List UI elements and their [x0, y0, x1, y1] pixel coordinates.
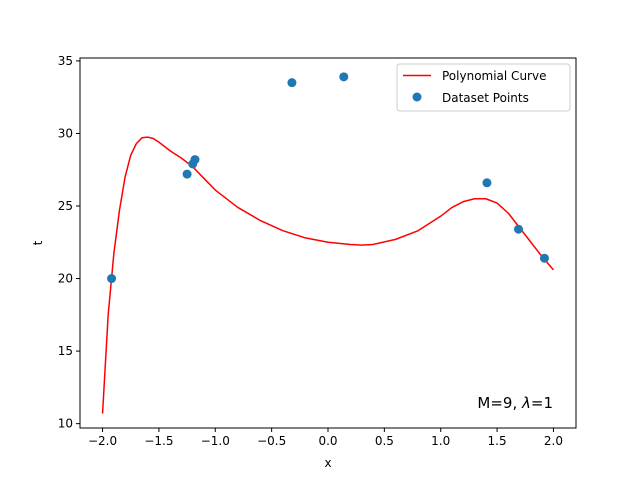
model-annotation: M=9, λ=1 — [477, 394, 553, 412]
x-tick-label-2: −1.5 — [144, 434, 173, 448]
data-point-5 — [287, 78, 297, 88]
x-tick-label-8: 1.5 — [488, 434, 507, 448]
x-axis: −2.0 −1.5 −1.0 −0.5 0.0 0.5 1.0 1.5 2.0 — [88, 428, 563, 448]
y-axis: 10 15 20 25 30 35 — [58, 54, 80, 431]
y-tick-label-1: 10 — [58, 417, 73, 431]
x-tick-label-9: 2.0 — [544, 434, 563, 448]
points-layer — [107, 72, 549, 284]
x-axis-label: x — [324, 456, 331, 470]
x-tick-label-1: −2.0 — [88, 434, 117, 448]
data-point-2 — [182, 169, 192, 179]
annotation-suffix: =1 — [531, 394, 553, 412]
annotation-prefix: M=9, — [477, 394, 522, 412]
curve-layer — [101, 136, 555, 414]
legend-swatch-dataset-points — [412, 92, 422, 102]
y-tick-label-5: 30 — [58, 126, 73, 140]
x-tick-label-3: −1.0 — [201, 434, 230, 448]
y-tick-label-2: 15 — [58, 344, 73, 358]
legend-box — [396, 63, 571, 112]
annotation-lambda: λ — [521, 394, 531, 412]
legend: Polynomial Curve Dataset Points — [396, 63, 571, 112]
legend-label-dataset-points: Dataset Points — [442, 91, 529, 105]
y-tick-label-3: 20 — [58, 272, 73, 286]
series-line-polynomial-curve — [101, 136, 555, 414]
data-point-9 — [539, 253, 549, 263]
data-point-7 — [482, 178, 492, 188]
data-point-1 — [107, 274, 117, 284]
data-point-6 — [339, 72, 349, 82]
x-tick-label-5: 0.0 — [318, 434, 337, 448]
y-axis-label: t — [31, 240, 45, 245]
x-tick-label-7: 1.0 — [431, 434, 450, 448]
y-tick-label-4: 25 — [58, 199, 73, 213]
x-tick-label-4: −0.5 — [257, 434, 286, 448]
legend-label-polynomial-curve: Polynomial Curve — [442, 69, 546, 83]
x-tick-label-6: 0.5 — [375, 434, 394, 448]
data-point-4 — [190, 155, 200, 165]
data-point-8 — [514, 224, 524, 234]
y-tick-label-6: 35 — [58, 54, 73, 68]
